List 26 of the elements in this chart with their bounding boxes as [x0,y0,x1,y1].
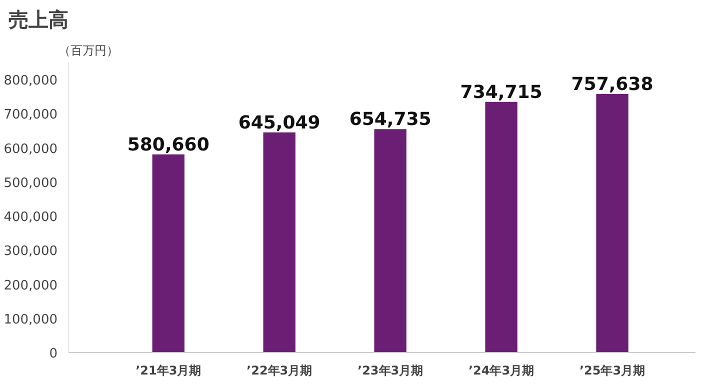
y-tick-label: 0 [49,346,58,362]
x-tick-label: ’23年3月期 [358,364,424,378]
y-tick-label: 200,000 [4,278,58,294]
data-label: 645,049 [238,112,320,134]
x-tick-label: ’25年3月期 [579,364,646,378]
data-label: 757,638 [571,74,654,96]
chart-title: 売上高 [8,8,68,32]
bar [596,94,628,352]
data-label: 654,735 [349,109,432,130]
y-tick-label: 100,000 [4,312,58,328]
y-tick-label: 700,000 [4,108,58,123]
bar [152,154,184,352]
bar [263,132,296,352]
y-tick-label: 400,000 [4,210,58,226]
y-tick-label: 300,000 [4,244,58,260]
x-tick-label: ’22年3月期 [246,364,312,378]
x-tick-label: ’24年3月期 [468,364,534,378]
y-tick-label: 500,000 [4,176,58,191]
y-tick-label: 800,000 [4,74,58,89]
bar [374,129,406,352]
y-tick-label: 600,000 [4,142,58,157]
bar [485,102,518,352]
x-tick-label: ’21年3月期 [136,364,202,378]
y-axis-title: （百万円） [58,44,118,58]
data-label: 734,715 [460,82,542,103]
data-label: 580,660 [127,134,210,156]
